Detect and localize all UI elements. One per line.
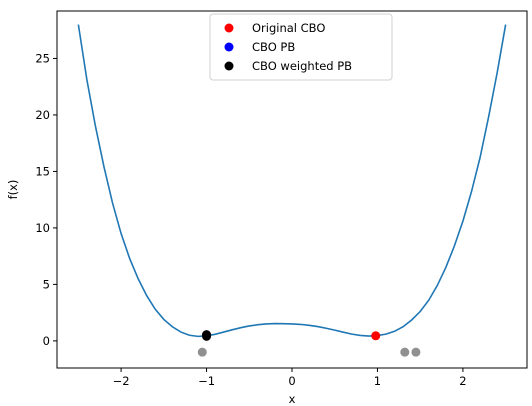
y-tick-label-2: 10 <box>35 221 50 235</box>
x-tick-label-1: −1 <box>198 374 215 388</box>
x-tick-label-2: 0 <box>288 374 295 388</box>
function-curve <box>77 24 507 338</box>
series-2-point-1 <box>202 331 212 341</box>
x-tick-label-3: 1 <box>374 374 381 388</box>
legend-label-0: Original CBO <box>252 21 325 35</box>
plot-area <box>77 24 507 357</box>
legend-marker-2 <box>224 61 234 71</box>
x-axis-label: x <box>289 392 296 406</box>
x-tick-label-4: 2 <box>459 374 466 388</box>
y-axis-label: f(x) <box>6 180 20 200</box>
y-tick-label-1: 5 <box>43 277 50 291</box>
legend: Original CBO CBO PB CBO weighted PB <box>209 13 393 81</box>
gray-point-1 <box>400 347 410 357</box>
legend-box <box>209 13 393 81</box>
gray-point-2 <box>411 347 421 357</box>
legend-label-2: CBO weighted PB <box>252 59 352 73</box>
legend-marker-0 <box>224 23 234 33</box>
series-0-point-0 <box>371 331 381 341</box>
y-tick-label-0: 0 <box>43 334 50 348</box>
y-tick-label-4: 20 <box>35 108 50 122</box>
gray-point-0 <box>197 347 207 357</box>
y-tick-label-3: 15 <box>35 164 50 178</box>
legend-label-1: CBO PB <box>252 40 295 54</box>
x-tick-label-0: −2 <box>113 374 130 388</box>
legend-marker-1 <box>224 42 234 52</box>
y-tick-label-5: 25 <box>35 51 50 65</box>
